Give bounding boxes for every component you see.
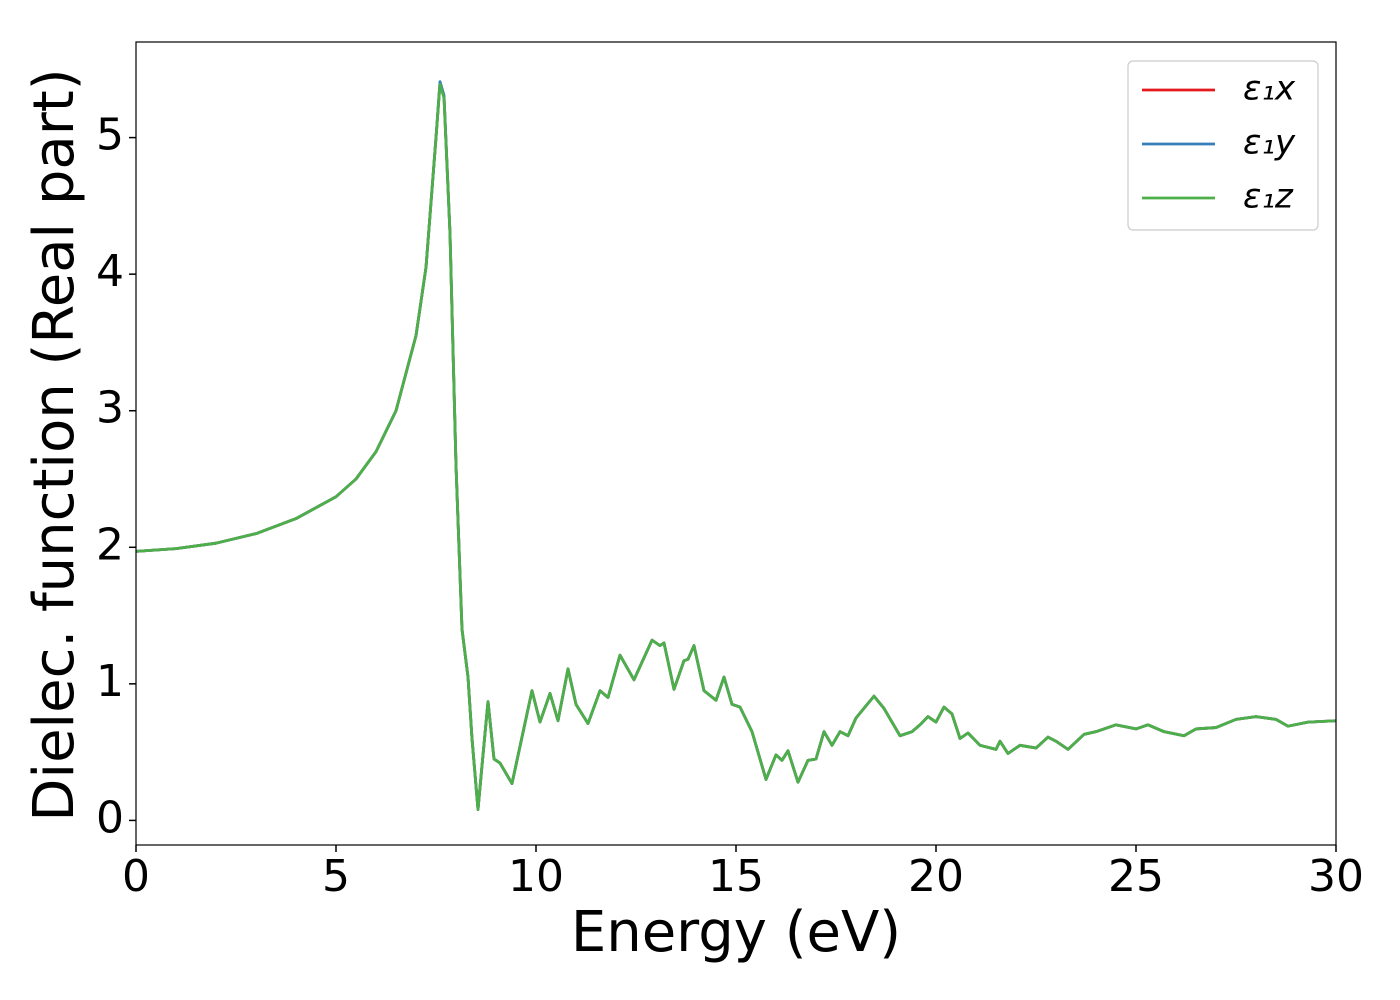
y-tick-label: 1 <box>96 656 124 707</box>
legend-label: ε₁x <box>1243 69 1296 109</box>
legend-box <box>1127 60 1319 231</box>
y-tick-label: 2 <box>96 519 124 570</box>
x-tick-label: 30 <box>1308 851 1364 902</box>
x-tick-label: 15 <box>708 851 764 902</box>
plot-frame <box>135 41 1337 846</box>
y-tick-label: 0 <box>96 792 124 843</box>
x-tick-label: 10 <box>508 851 564 902</box>
x-tick-label: 20 <box>908 851 964 902</box>
legend-label: ε₁y <box>1243 123 1296 163</box>
legend-label: ε₁z <box>1243 177 1294 217</box>
y-tick-label: 3 <box>96 383 124 434</box>
x-tick-label: 0 <box>122 851 150 902</box>
x-tick-label: 25 <box>1108 851 1164 902</box>
y-tick-label: 5 <box>96 110 124 161</box>
x-tick-label: 5 <box>322 851 350 902</box>
y-axis-label: Dielec. function (Real part) <box>22 68 87 821</box>
y-tick-label: 4 <box>96 246 124 297</box>
line-series <box>135 82 1337 811</box>
x-axis-label: Energy (eV) <box>571 900 901 965</box>
